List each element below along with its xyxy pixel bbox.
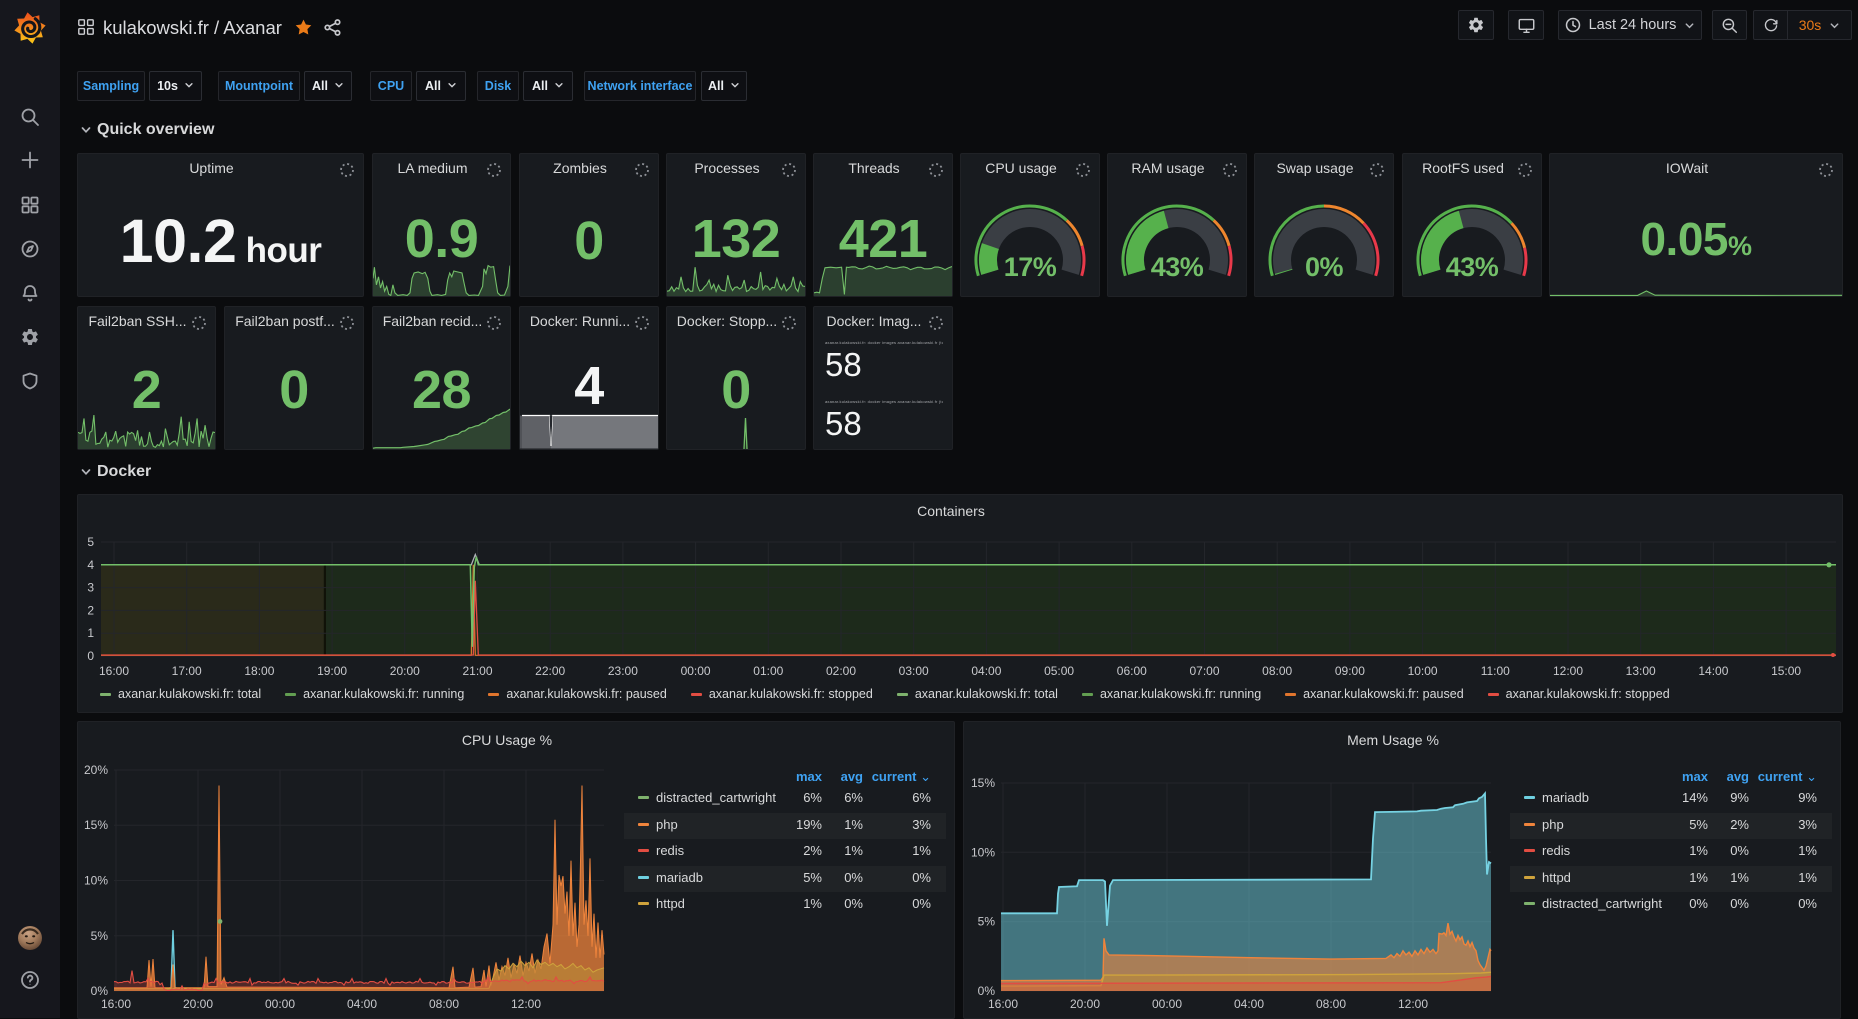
svg-text:00:00: 00:00 xyxy=(681,664,711,678)
svg-text:13:00: 13:00 xyxy=(1626,664,1656,678)
svg-text:10%: 10% xyxy=(84,874,108,888)
svg-text:19:00: 19:00 xyxy=(317,664,347,678)
svg-text:08:00: 08:00 xyxy=(1262,664,1292,678)
svg-text:3: 3 xyxy=(87,581,94,595)
svg-text:20:00: 20:00 xyxy=(390,664,420,678)
svg-text:20%: 20% xyxy=(84,763,108,777)
svg-text:15%: 15% xyxy=(84,818,108,832)
svg-text:16:00: 16:00 xyxy=(101,997,131,1011)
svg-text:10:00: 10:00 xyxy=(1408,664,1438,678)
svg-text:16:00: 16:00 xyxy=(988,997,1018,1011)
svg-text:12:00: 12:00 xyxy=(1553,664,1583,678)
svg-text:23:00: 23:00 xyxy=(608,664,638,678)
svg-text:12:00: 12:00 xyxy=(1398,997,1428,1011)
svg-text:18:00: 18:00 xyxy=(244,664,274,678)
svg-text:14:00: 14:00 xyxy=(1698,664,1728,678)
svg-text:02:00: 02:00 xyxy=(826,664,856,678)
svg-text:0%: 0% xyxy=(978,984,996,998)
svg-text:20:00: 20:00 xyxy=(1070,997,1100,1011)
svg-text:0%: 0% xyxy=(91,984,109,998)
svg-text:20:00: 20:00 xyxy=(183,997,213,1011)
svg-text:17:00: 17:00 xyxy=(172,664,202,678)
svg-text:04:00: 04:00 xyxy=(971,664,1001,678)
svg-text:10%: 10% xyxy=(971,845,995,859)
svg-text:00:00: 00:00 xyxy=(1152,997,1182,1011)
svg-text:08:00: 08:00 xyxy=(429,997,459,1011)
svg-text:06:00: 06:00 xyxy=(1117,664,1147,678)
svg-text:5%: 5% xyxy=(978,915,996,929)
svg-text:07:00: 07:00 xyxy=(1189,664,1219,678)
svg-text:0: 0 xyxy=(87,649,94,663)
svg-text:15%: 15% xyxy=(971,776,995,790)
svg-text:1: 1 xyxy=(87,626,94,640)
svg-text:12:00: 12:00 xyxy=(511,997,541,1011)
svg-text:16:00: 16:00 xyxy=(99,664,129,678)
svg-text:03:00: 03:00 xyxy=(899,664,929,678)
svg-text:11:00: 11:00 xyxy=(1481,664,1510,678)
svg-text:15:00: 15:00 xyxy=(1771,664,1801,678)
svg-text:05:00: 05:00 xyxy=(1044,664,1074,678)
svg-text:04:00: 04:00 xyxy=(347,997,377,1011)
svg-text:21:00: 21:00 xyxy=(462,664,492,678)
svg-text:08:00: 08:00 xyxy=(1316,997,1346,1011)
svg-text:4: 4 xyxy=(87,558,94,572)
svg-text:22:00: 22:00 xyxy=(535,664,565,678)
svg-text:5: 5 xyxy=(87,535,94,549)
svg-text:00:00: 00:00 xyxy=(265,997,295,1011)
svg-text:2: 2 xyxy=(87,603,94,617)
svg-text:04:00: 04:00 xyxy=(1234,997,1264,1011)
svg-text:5%: 5% xyxy=(91,929,109,943)
svg-text:01:00: 01:00 xyxy=(753,664,783,678)
svg-text:09:00: 09:00 xyxy=(1335,664,1365,678)
